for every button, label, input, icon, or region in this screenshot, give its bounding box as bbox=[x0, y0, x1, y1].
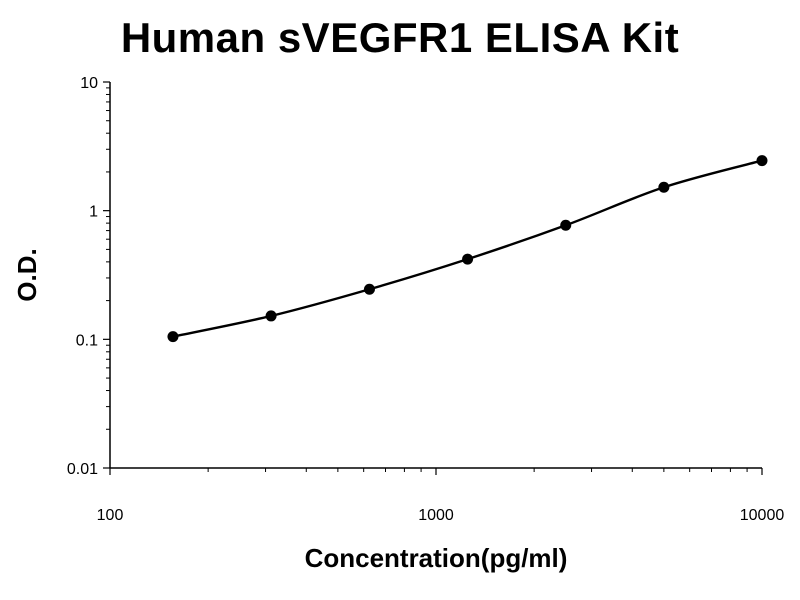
data-point bbox=[363, 283, 375, 295]
fit-curve-line bbox=[172, 159, 763, 338]
data-point bbox=[756, 155, 768, 167]
axes-group bbox=[109, 82, 762, 469]
y-tick-label: 0.01 bbox=[67, 461, 98, 478]
x-tick-label: 100 bbox=[97, 507, 124, 524]
data-point bbox=[462, 253, 474, 265]
y-tick-label: 1 bbox=[89, 204, 98, 221]
data-point bbox=[265, 310, 277, 322]
data-point bbox=[560, 219, 572, 231]
x-ticks-group: 100 1000 10000 bbox=[97, 468, 785, 524]
y-axis-label: O.D. bbox=[12, 248, 42, 301]
data-point bbox=[658, 181, 670, 193]
y-tick-label: 10 bbox=[80, 75, 98, 92]
fit-curve-group bbox=[172, 159, 763, 338]
data-points-group bbox=[167, 155, 768, 343]
x-tick-label: 10000 bbox=[740, 507, 785, 524]
y-tick-label: 0.1 bbox=[76, 332, 98, 349]
x-tick-label: 1000 bbox=[418, 507, 454, 524]
chart-title: Human sVEGFR1 ELISA Kit bbox=[120, 14, 680, 61]
x-axis-label: Concentration(pg/ml) bbox=[305, 543, 568, 573]
y-ticks-group: 10 1 0.1 0.01 bbox=[67, 75, 110, 478]
data-point bbox=[167, 331, 179, 343]
